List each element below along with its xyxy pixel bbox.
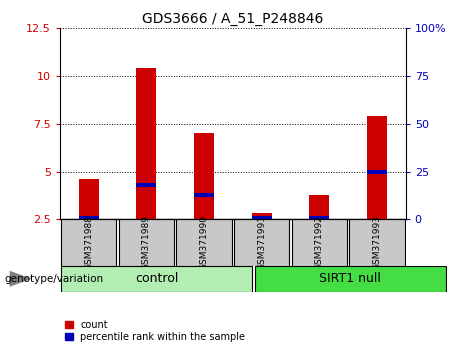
Bar: [61, 266, 252, 292]
Polygon shape: [10, 271, 32, 287]
Legend: count, percentile rank within the sample: count, percentile rank within the sample: [65, 320, 245, 342]
Bar: [367, 116, 387, 219]
Text: SIRT1 null: SIRT1 null: [319, 272, 381, 285]
Bar: [136, 183, 156, 187]
Text: control: control: [135, 272, 178, 285]
Bar: [234, 219, 290, 266]
Bar: [367, 170, 387, 173]
Text: GSM371988: GSM371988: [84, 215, 93, 270]
Text: GSM371989: GSM371989: [142, 215, 151, 270]
Text: GSM371993: GSM371993: [372, 215, 381, 270]
Text: GSM371990: GSM371990: [200, 215, 208, 270]
Bar: [136, 68, 156, 219]
Bar: [61, 219, 116, 266]
Text: genotype/variation: genotype/variation: [5, 274, 104, 284]
Bar: [309, 195, 329, 219]
Bar: [255, 266, 446, 292]
Bar: [194, 133, 214, 219]
Bar: [194, 193, 214, 196]
Bar: [309, 216, 329, 219]
Title: GDS3666 / A_51_P248846: GDS3666 / A_51_P248846: [142, 12, 324, 26]
Bar: [176, 219, 231, 266]
Bar: [118, 219, 174, 266]
Bar: [349, 219, 405, 266]
Bar: [252, 216, 272, 219]
Text: GSM371991: GSM371991: [257, 215, 266, 270]
Bar: [79, 179, 99, 219]
Bar: [79, 216, 99, 219]
Text: GSM371992: GSM371992: [315, 215, 324, 270]
Bar: [291, 219, 347, 266]
Bar: [252, 213, 272, 219]
